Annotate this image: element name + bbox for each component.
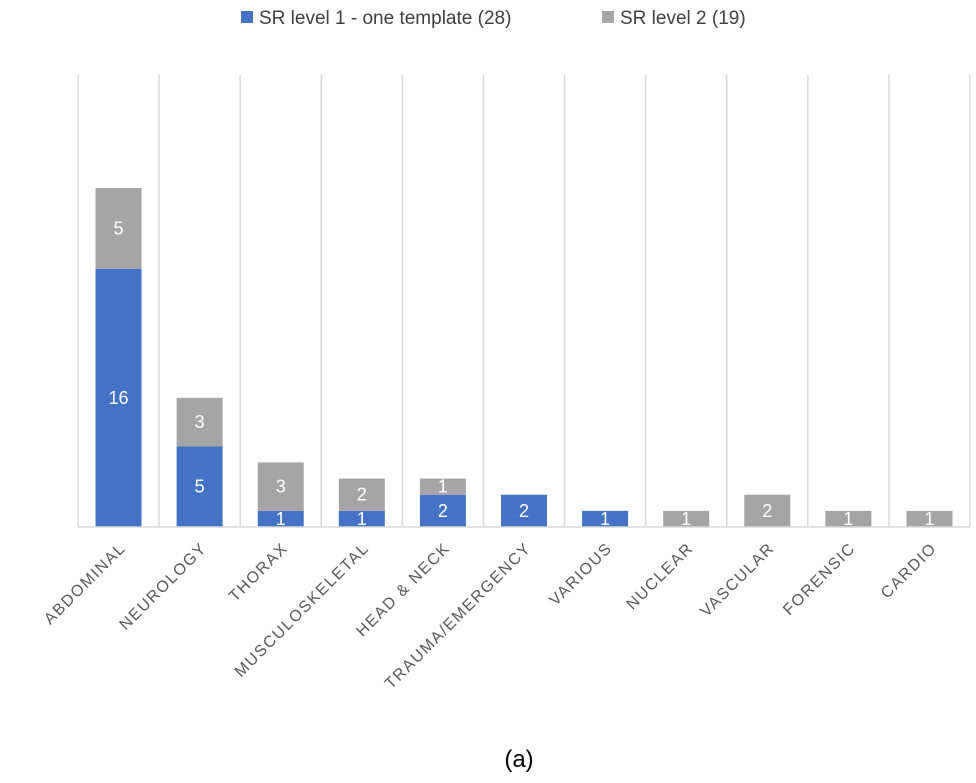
gridlines: [77, 75, 971, 527]
x-tick-label-vascular: VASCULAR: [697, 540, 778, 621]
bar-thorax-level-2: [257, 462, 304, 511]
data-label-trauma-emergency-level-1: 2: [519, 501, 529, 521]
data-label-nuclear-level-2: 1: [681, 509, 691, 529]
bar-abdominal-level-1: [95, 268, 142, 527]
bar-various-level-1: [582, 510, 629, 527]
data-label-cardio-level-2: 1: [924, 509, 934, 529]
data-label-musculoskeletal-level-2: 2: [357, 485, 367, 505]
x-tick-label-nuclear: NUCLEAR: [623, 540, 697, 614]
bar-cardio-level-2: [906, 510, 953, 527]
bar-head-neck-level-1: [419, 494, 466, 527]
data-label-neurology-level-2: 3: [195, 412, 205, 432]
data-label-abdominal-level-1: 16: [109, 388, 129, 408]
bar-abdominal-level-2: [95, 188, 142, 269]
data-label-head-neck-level-2: 1: [438, 477, 448, 497]
bar-trauma-emergency-level-1: [501, 494, 547, 527]
bar-musculoskeletal-level-1: [338, 510, 385, 527]
x-tick-label-abdominal: ABDOMINAL: [41, 540, 129, 628]
legend-swatch-level-2: [602, 11, 614, 23]
legend: SR level 1 - one template (28) SR level …: [241, 8, 746, 29]
bar-musculoskeletal-level-2: [338, 478, 385, 511]
data-label-thorax-level-2: 3: [276, 477, 286, 497]
data-label-forensic-level-2: 1: [843, 509, 853, 529]
bars: [95, 188, 953, 527]
figure-caption: (a): [504, 746, 533, 773]
x-tick-label-thorax: THORAX: [226, 540, 292, 606]
data-labels: 16 5 5 3 1 3 1 2 2 1 2 1 1 2 1 1: [109, 218, 935, 529]
legend-label-level-2: SR level 2 (19): [620, 8, 746, 29]
bar-nuclear-level-2: [663, 510, 710, 527]
x-tick-label-neurology: NEUROLOGY: [117, 540, 211, 634]
x-tick-label-trauma-emergency: TRAUMA/EMERGENCY: [382, 540, 535, 693]
x-tick-label-various: VARIOUS: [546, 540, 616, 610]
data-label-thorax-level-1: 1: [276, 509, 286, 529]
data-label-abdominal-level-2: 5: [114, 218, 124, 238]
x-tick-label-cardio: CARDIO: [878, 540, 940, 602]
data-label-musculoskeletal-level-1: 1: [357, 509, 367, 529]
legend-swatch-level-1: [241, 11, 253, 23]
data-label-neurology-level-1: 5: [195, 477, 205, 497]
legend-label-level-1: SR level 1 - one template (28): [259, 8, 511, 29]
bar-thorax-level-1: [257, 510, 304, 527]
data-label-various-level-1: 1: [600, 509, 610, 529]
x-tick-label-musculoskeletal: MUSCULOSKELETAL: [232, 540, 373, 681]
bar-vascular-level-2: [744, 494, 791, 527]
bar-neurology-level-2: [176, 397, 223, 447]
data-label-vascular-level-2: 2: [762, 501, 772, 521]
x-tick-label-forensic: FORENSIC: [780, 540, 859, 619]
bar-forensic-level-2: [825, 510, 872, 527]
bar-head-neck-level-2: [419, 478, 466, 495]
data-label-head-neck-level-1: 2: [438, 501, 448, 521]
bar-neurology-level-1: [176, 446, 223, 527]
